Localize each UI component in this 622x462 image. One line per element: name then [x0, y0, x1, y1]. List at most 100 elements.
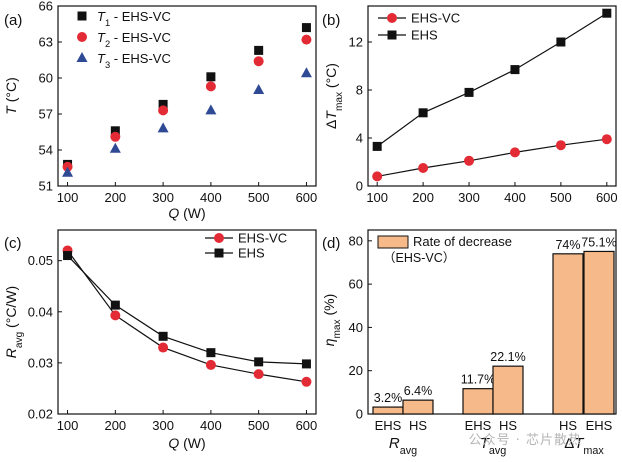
- panel-a-point: [110, 131, 121, 142]
- panel-a-y-tick-label: 57: [39, 107, 53, 122]
- panel-b-point: [602, 8, 612, 18]
- panel-a-x-axis-label: Q (W): [168, 205, 205, 221]
- panel-c-plot-frame: [57, 229, 317, 415]
- panel-b-y-tick-label: 8: [356, 83, 363, 98]
- panel-d-group-label: Tavg: [480, 435, 507, 457]
- panel-c-x-tick-label: 600: [296, 418, 318, 433]
- panel-b-point: [556, 37, 566, 47]
- panel-c-y-tick-label: 0.03: [28, 355, 53, 370]
- panel-d-group-label: ΔTmax: [564, 435, 604, 457]
- panel-d-y-tick-label: 80: [349, 233, 363, 248]
- panel-b-x-tick-label: 400: [504, 190, 526, 205]
- panel-a-point: [62, 166, 74, 177]
- panel-c-x-tick-label: 500: [248, 418, 270, 433]
- panel-c-point: [301, 359, 311, 369]
- panel-b-x-tick-label: 500: [550, 190, 572, 205]
- panel-b-x-tick-label: 600: [596, 190, 618, 205]
- panel-d-legend-swatch: [377, 235, 409, 249]
- panel-b-point: [372, 171, 383, 182]
- panel-c-x-tick-label: 100: [57, 418, 79, 433]
- panel-c-point: [110, 310, 121, 321]
- panel-c-point: [301, 376, 312, 387]
- panel-a-x-tick-label: 600: [296, 190, 318, 205]
- panel-a-x-tick-label: 300: [152, 190, 174, 205]
- panel-c-point: [253, 369, 264, 380]
- panel-a-point: [109, 142, 121, 153]
- panel-a-x-tick-label: 200: [104, 190, 126, 205]
- panel-c-point: [158, 342, 169, 353]
- panel-b-x-tick-label: 300: [458, 190, 480, 205]
- panel-d-bar: [402, 399, 434, 415]
- panel-c-point: [206, 348, 216, 358]
- panel-a-point: [301, 23, 311, 33]
- panel-a-point: [253, 84, 265, 94]
- panel-d-bar-value-label: 11.7%: [461, 373, 496, 387]
- panel-d-y-tick-label: 20: [349, 363, 363, 378]
- panel-b-label: (b): [322, 12, 340, 29]
- panel-d-bar-value-label: 6.4%: [404, 384, 433, 398]
- panel-a-point: [254, 45, 264, 55]
- panel-d-bar: [492, 365, 524, 415]
- panel-d-group-label: Ravg: [389, 435, 417, 457]
- panel-c-y-tick-label: 0.04: [28, 304, 53, 319]
- panel-d-bar: [583, 250, 615, 415]
- panel-c-chart: 100 200 300 400 500 600 0.02 0.03 0.04 0.05 (c) Q (…: [3, 229, 318, 451]
- panel-a-y-tick-label: 63: [39, 35, 53, 50]
- panel-a-legend-label: T1 - EHS-VC: [97, 9, 171, 28]
- panel-a-point: [301, 34, 312, 45]
- panel-a-legend-label: T2 - EHS-VC: [97, 30, 171, 49]
- panel-a-point: [205, 81, 216, 92]
- panel-a-point: [158, 99, 168, 109]
- panel-b-chart: 100 200 300 400 500 600 0 4 8 12 (b) ΔTmax (°C) EHS-…: [322, 5, 618, 205]
- panel-a-chart: 100 200 300 400 500 600 51 54 57 60 63 66 (a) Q (W) T …: [3, 0, 317, 221]
- panel-a-point: [157, 122, 169, 133]
- panel-d-x-category-label: HS: [559, 418, 577, 433]
- panel-d-chart: 0 20 40 60 80 (d) ηmax (%) 3.2% EHS 6.4% HS 11.7% EH…: [321, 229, 617, 457]
- panel-a-point: [158, 105, 169, 116]
- panel-d-y-tick-label: 0: [356, 407, 363, 422]
- panel-c-x-axis-label: Q (W): [168, 435, 205, 451]
- panel-b-legend-marker: [387, 30, 397, 40]
- panel-a-y-tick-label: 54: [39, 143, 53, 158]
- panel-b-point: [418, 108, 428, 118]
- panel-c-point: [63, 251, 73, 261]
- panel-b-plot-frame: [367, 5, 617, 187]
- panel-a-point: [253, 56, 264, 67]
- panel-c-point: [254, 357, 264, 367]
- panel-b-y-axis-label: ΔTmax (°C): [323, 63, 345, 129]
- panel-d-bar: [372, 406, 404, 415]
- panel-c-label: (c): [4, 235, 22, 252]
- panel-d-legend-label: Rate of decrease: [413, 234, 512, 249]
- panel-d-y-axis-label: ηmax (%): [321, 294, 343, 347]
- panel-c-legend-marker: [214, 248, 224, 258]
- panel-a-y-tick-label: 60: [39, 71, 53, 86]
- panel-a-y-axis-label: T (°C): [3, 77, 19, 115]
- panel-d-x-category-label: HS: [499, 418, 517, 433]
- panel-a-legend-marker: [77, 11, 87, 21]
- panel-b-x-tick-label: 100: [366, 190, 388, 205]
- panel-d-bar: [462, 388, 494, 415]
- panel-a-legend-marker: [77, 32, 87, 42]
- panel-b-point: [509, 147, 520, 158]
- panel-b-point: [464, 155, 475, 166]
- panel-a-label: (a): [4, 12, 22, 29]
- panel-b-point: [418, 163, 429, 173]
- panel-b-series-line: [376, 12, 608, 147]
- panel-c-point: [158, 331, 168, 341]
- panel-d-y-tick-label: 60: [349, 277, 363, 292]
- panel-d-legend-sublabel: （EHS-VC）: [383, 251, 455, 265]
- panel-a-legend-marker: [76, 52, 88, 62]
- panel-b-point: [510, 65, 520, 75]
- panel-a-point: [205, 104, 217, 115]
- panel-b-point: [555, 140, 566, 151]
- panel-b-legend-marker: [387, 13, 397, 23]
- panel-a-y-tick-label: 66: [39, 0, 53, 14]
- panel-c-x-tick-label: 400: [200, 418, 222, 433]
- panel-d-x-category-label: EHS: [586, 418, 613, 433]
- panel-d-x-category-label: EHS: [465, 418, 492, 433]
- panel-b-point: [601, 134, 612, 145]
- panel-a-point: [300, 67, 312, 78]
- panel-b-y-tick-label: 4: [356, 131, 363, 146]
- panel-d-label: (d): [322, 235, 340, 252]
